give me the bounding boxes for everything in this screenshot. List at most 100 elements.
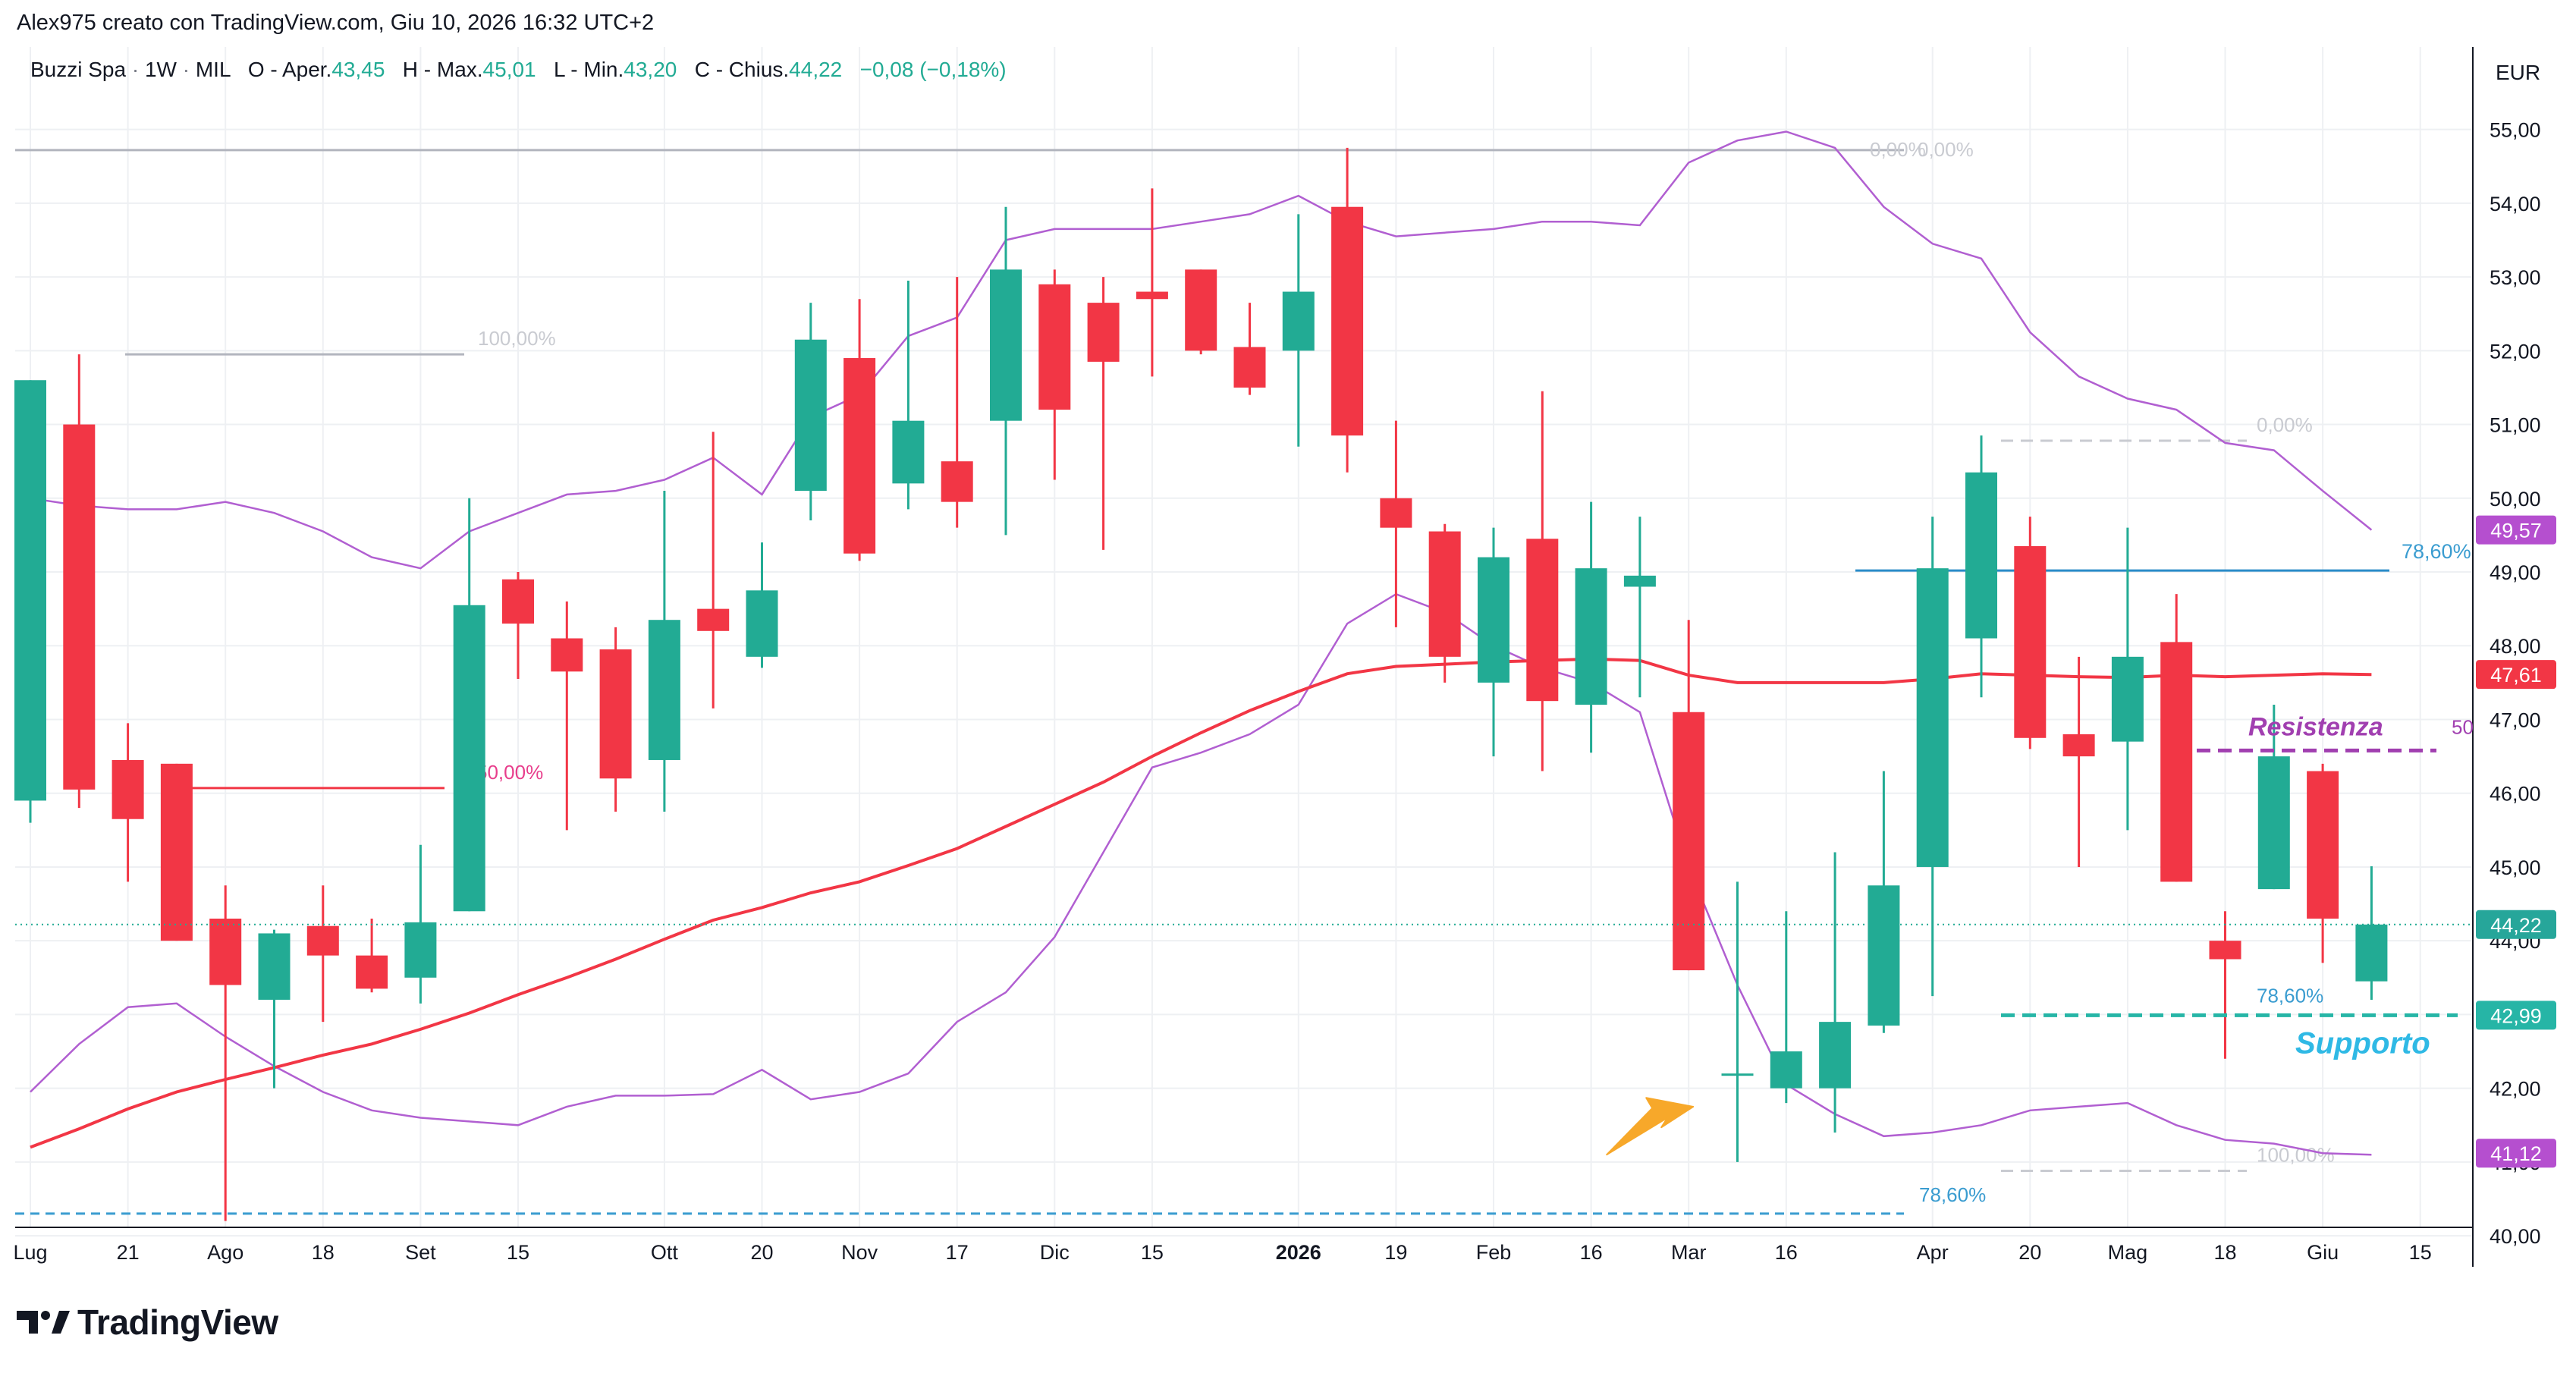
x-tick-label: Ott	[651, 1241, 679, 1264]
candle-body	[2355, 924, 2388, 982]
y-tick-label: 42,00	[2490, 1078, 2541, 1101]
y-tick-label: 55,00	[2490, 119, 2541, 142]
x-tick-label: 20	[2018, 1241, 2041, 1264]
candle-body	[551, 638, 583, 672]
open-label: O - Aper.	[247, 58, 332, 81]
symbol-name[interactable]: Buzzi Spa	[30, 58, 127, 81]
candle-body	[599, 649, 632, 779]
x-tick-label: 17	[946, 1241, 969, 1264]
candle-body	[648, 620, 680, 760]
y-tick-label: 46,00	[2490, 783, 2541, 806]
support-label: Supporto	[2295, 1026, 2430, 1060]
candle-body	[2014, 545, 2047, 738]
exchange: MIL	[195, 58, 231, 81]
candle-body	[1526, 539, 1559, 702]
interval[interactable]: 1W	[144, 58, 177, 81]
price-label-text: 47,61	[2490, 664, 2542, 686]
blue-level-label: 78,60%	[2402, 540, 2471, 563]
candle-body	[746, 590, 778, 657]
candle-body	[1673, 712, 1705, 971]
change-value: −0,08 (−0,18%)	[859, 58, 1007, 81]
candle-body	[1136, 291, 1168, 300]
candle-body	[1038, 284, 1071, 410]
close-value: 44,22	[789, 58, 843, 81]
x-tick-label: Mag	[2108, 1241, 2148, 1264]
candle-body	[2307, 771, 2339, 919]
y-tick-label: 45,00	[2490, 856, 2541, 879]
candle-body	[1868, 885, 1900, 1026]
candle-body	[1770, 1051, 1802, 1089]
low-label: L - Min.	[553, 58, 624, 81]
y-tick-label: 40,00	[2490, 1225, 2541, 1248]
price-label-text: 42,99	[2490, 1004, 2542, 1027]
bollinger-lower	[30, 592, 2372, 1156]
candle-body	[1428, 531, 1461, 657]
price-label-box	[2476, 1001, 2556, 1030]
x-tick-label: Mar	[1671, 1241, 1707, 1264]
candle-body	[2257, 756, 2290, 890]
candle-body	[1478, 557, 1509, 683]
candle-body	[14, 380, 46, 801]
candle-body	[892, 420, 925, 484]
candle-body	[1623, 575, 1656, 587]
candle-body	[941, 461, 973, 502]
price-label-box	[2476, 515, 2556, 545]
y-tick-label: 47,00	[2490, 708, 2541, 731]
candle-body	[404, 922, 437, 978]
x-tick-label: 15	[2409, 1241, 2432, 1264]
y-tick-label: 48,00	[2490, 635, 2541, 658]
fib-label-0b: 0,00%	[1918, 138, 1974, 161]
candle-body	[160, 763, 193, 941]
open-value: 43,45	[331, 58, 385, 81]
candle-body	[1721, 1073, 1754, 1076]
price-label-text: 41,12	[2490, 1142, 2542, 1165]
x-tick-label: Set	[405, 1241, 436, 1264]
candle-body	[2160, 642, 2193, 882]
x-tick-label: 2026	[1276, 1241, 1321, 1264]
fib2-label-0: 0,00%	[2257, 413, 2313, 436]
candle-body	[258, 933, 291, 1000]
candle-body	[1916, 568, 1949, 867]
candle-body	[2062, 734, 2095, 757]
x-tick-label: Nov	[841, 1241, 878, 1264]
symbol-legend: Buzzi Spa · 1W · MIL O - Aper.43,45 H - …	[30, 58, 1007, 81]
tradingview-logo-text: TradingView	[77, 1302, 278, 1342]
tradingview-logo-icon	[17, 1311, 70, 1334]
price-label-text: 44,22	[2490, 914, 2542, 937]
candle-body	[356, 955, 388, 989]
x-tick-label: 20	[750, 1241, 773, 1264]
candle-body	[1331, 206, 1364, 436]
x-tick-label: 15	[1141, 1241, 1164, 1264]
y-tick-label: 54,00	[2490, 193, 2541, 215]
fib-label-100: 100,00%	[478, 327, 556, 350]
candle-body	[502, 579, 534, 624]
candle-body	[1087, 303, 1120, 362]
y-tick-label: 51,00	[2490, 414, 2541, 437]
close-label: C - Chius.	[694, 58, 790, 81]
fib-label-0a: 0,00%	[1870, 138, 1926, 161]
high-value: 45,01	[482, 58, 536, 81]
high-label: H - Max.	[402, 58, 483, 81]
candle-body	[209, 919, 242, 985]
candle-body	[794, 339, 827, 492]
candle-body	[1233, 347, 1266, 388]
fib-label-786: 78,60%	[1919, 1183, 1986, 1206]
candle-body	[697, 608, 730, 631]
tradingview-logo[interactable]: TradingView	[17, 1302, 278, 1343]
fib-label-50: 50,00%	[476, 761, 543, 784]
x-tick-label: Lug	[13, 1241, 47, 1264]
x-tick-label: Apr	[1917, 1241, 1949, 1264]
price-label-box	[2476, 660, 2556, 690]
price-label-text: 49,57	[2490, 520, 2542, 542]
x-tick-label: Ago	[207, 1241, 243, 1264]
price-label-box	[2476, 1139, 2556, 1168]
candle-body	[112, 759, 144, 819]
currency-label[interactable]: EUR	[2496, 61, 2541, 84]
candle-body	[990, 269, 1022, 421]
candle-body	[1575, 568, 1607, 705]
x-tick-label: 19	[1384, 1241, 1407, 1264]
bollinger-upper	[30, 130, 2373, 570]
y-tick-label: 49,00	[2490, 561, 2541, 584]
y-tick-label: 53,00	[2490, 266, 2541, 289]
